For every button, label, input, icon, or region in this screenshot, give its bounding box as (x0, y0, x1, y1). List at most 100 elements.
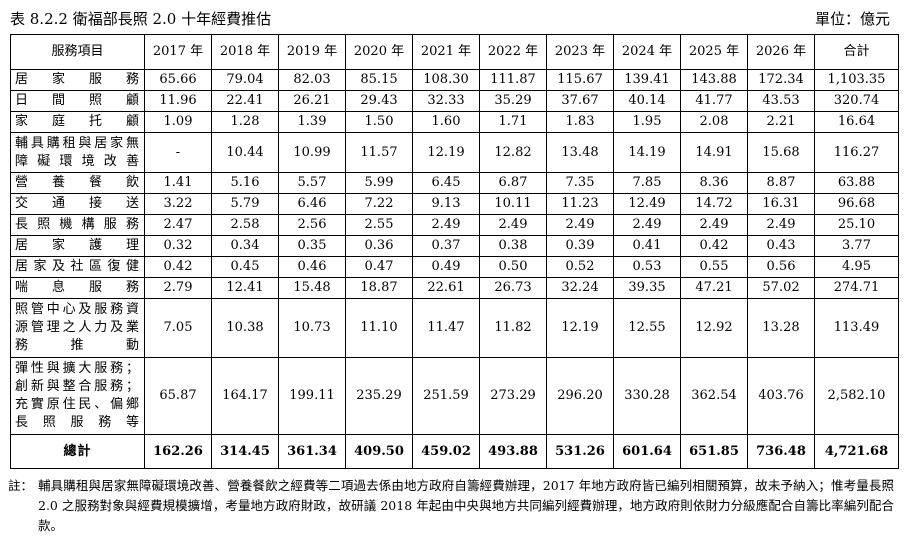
value-cell: 15.48 (278, 277, 346, 299)
service-item-cell: 喘息服務 (10, 277, 145, 299)
value-cell: 5.57 (278, 172, 346, 194)
value-cell: 5.16 (211, 172, 279, 194)
table-row: 輔具購租與居家無障礙環境改善 -10.44 10.99 11.57 12.19 12.82… (10, 132, 899, 173)
value-cell: 5.99 (345, 172, 413, 194)
value-cell: 16.64 (814, 111, 899, 133)
total-row: 總計 162.26 314.45 361.34 409.50 459.02 493.88 53… (10, 434, 899, 469)
value-cell: 65.87 (144, 357, 212, 435)
value-cell: 2,582.10 (814, 357, 899, 435)
value-cell: 1.50 (345, 111, 413, 133)
table-row: 照管中心及服務資源管理之人力及業務推動 7.05 10.38 10.73 11.10 11… (10, 298, 899, 358)
value-cell: 12.92 (680, 298, 748, 358)
table-body: 居家服務 65.66 79.04 82.03 85.15 108.30 111.87 115.… (10, 69, 899, 469)
table-row: 長照機構服務 2.47 2.58 2.56 2.55 2.49 2.49 2.49 2.49 2.… (10, 214, 899, 236)
table-row: 居家護理 0.32 0.34 0.35 0.36 0.37 0.38 0.39 0.41 0.42… (10, 235, 899, 257)
value-cell: 116.27 (814, 132, 899, 173)
value-cell: 14.19 (613, 132, 681, 173)
total-value-cell: 601.64 (613, 434, 681, 469)
table-row: 家庭托顧 1.09 1.28 1.39 1.50 1.60 1.71 1.83 1.95 2.08… (10, 111, 899, 133)
value-cell: 320.74 (814, 90, 899, 112)
value-cell: 3.22 (144, 193, 212, 215)
value-cell: 1.39 (278, 111, 346, 133)
value-cell: 1.41 (144, 172, 212, 194)
value-cell: 0.50 (479, 256, 547, 278)
value-cell: 330.28 (613, 357, 681, 435)
value-cell: 143.88 (680, 69, 748, 91)
value-cell: 12.82 (479, 132, 547, 173)
service-item-cell: 長照機構服務 (10, 214, 145, 236)
header-row: 服務項目 2017 年 2018 年 2019 年 2020 年 2021 年 2022 年… (10, 34, 899, 70)
footnote-label: 註： (8, 478, 34, 493)
value-cell: 0.42 (680, 235, 748, 257)
header-column: 2022 年 (479, 34, 547, 70)
value-cell: 0.39 (546, 235, 614, 257)
value-cell: 2.21 (747, 111, 815, 133)
value-cell: 11.10 (345, 298, 413, 358)
value-cell: - (144, 132, 212, 173)
value-cell: 12.49 (613, 193, 681, 215)
value-cell: 1,103.35 (814, 69, 899, 91)
value-cell: 362.54 (680, 357, 748, 435)
value-cell: 32.33 (412, 90, 480, 112)
value-cell: 235.29 (345, 357, 413, 435)
table-row: 交通接送 3.22 5.79 6.46 7.22 9.13 10.11 11.23 12.49 1… (10, 193, 899, 215)
value-cell: 403.76 (747, 357, 815, 435)
header-service-item: 服務項目 (10, 34, 145, 70)
service-item-cell: 家庭托顧 (10, 111, 145, 133)
value-cell: 111.87 (479, 69, 547, 91)
total-value-cell: 459.02 (412, 434, 480, 469)
value-cell: 0.37 (412, 235, 480, 257)
value-cell: 1.28 (211, 111, 279, 133)
value-cell: 0.45 (211, 256, 279, 278)
table-title: 表 8.2.2 衛福部長照 2.0 十年經費推估 (10, 10, 272, 28)
footnote-text: 輔具購租與居家無障礙環境改善、營養餐飲之經費等二項過去係由地方政府自籌經費辦理，… (38, 478, 894, 533)
value-cell: 10.73 (278, 298, 346, 358)
value-cell: 10.44 (211, 132, 279, 173)
service-item-cell: 日間照顧 (10, 90, 145, 112)
header-column: 合計 (814, 34, 899, 70)
value-cell: 11.23 (546, 193, 614, 215)
total-value-cell: 493.88 (479, 434, 547, 469)
value-cell: 65.66 (144, 69, 212, 91)
total-value-cell: 162.26 (144, 434, 212, 469)
value-cell: 0.49 (412, 256, 480, 278)
value-cell: 108.30 (412, 69, 480, 91)
value-cell: 85.15 (345, 69, 413, 91)
total-value-cell: 651.85 (680, 434, 748, 469)
total-value-cell: 736.48 (747, 434, 815, 469)
value-cell: 11.57 (345, 132, 413, 173)
value-cell: 273.29 (479, 357, 547, 435)
value-cell: 22.41 (211, 90, 279, 112)
value-cell: 139.41 (613, 69, 681, 91)
value-cell: 2.47 (144, 214, 212, 236)
value-cell: 7.85 (613, 172, 681, 194)
value-cell: 11.96 (144, 90, 212, 112)
total-value-cell: 409.50 (345, 434, 413, 469)
value-cell: 0.38 (479, 235, 547, 257)
value-cell: 6.87 (479, 172, 547, 194)
value-cell: 0.42 (144, 256, 212, 278)
budget-table: 服務項目 2017 年 2018 年 2019 年 2020 年 2021 年 2022 年… (10, 34, 899, 469)
value-cell: 3.77 (814, 235, 899, 257)
value-cell: 9.13 (412, 193, 480, 215)
value-cell: 32.24 (546, 277, 614, 299)
value-cell: 1.60 (412, 111, 480, 133)
value-cell: 0.36 (345, 235, 413, 257)
service-item-cell: 居家護理 (10, 235, 145, 257)
value-cell: 1.09 (144, 111, 212, 133)
value-cell: 0.43 (747, 235, 815, 257)
value-cell: 2.49 (680, 214, 748, 236)
value-cell: 2.08 (680, 111, 748, 133)
total-value-cell: 531.26 (546, 434, 614, 469)
value-cell: 199.11 (278, 357, 346, 435)
value-cell: 11.47 (412, 298, 480, 358)
value-cell: 8.36 (680, 172, 748, 194)
value-cell: 12.41 (211, 277, 279, 299)
value-cell: 251.59 (412, 357, 480, 435)
value-cell: 12.19 (412, 132, 480, 173)
service-item-cell: 交通接送 (10, 193, 145, 215)
value-cell: 0.32 (144, 235, 212, 257)
value-cell: 41.77 (680, 90, 748, 112)
header-column: 2018 年 (211, 34, 279, 70)
value-cell: 6.45 (412, 172, 480, 194)
